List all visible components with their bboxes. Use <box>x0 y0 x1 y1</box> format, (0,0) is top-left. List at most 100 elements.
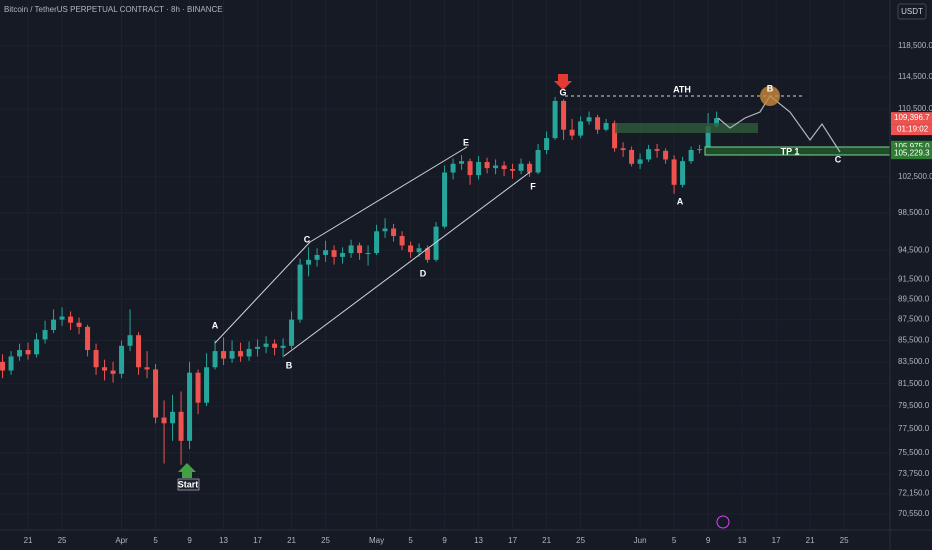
y-tick-label: 83,500.0 <box>898 357 930 366</box>
symbol-title: Bitcoin / TetherUS PERPETUAL CONTRACT · … <box>4 5 223 14</box>
candle-body <box>280 345 286 348</box>
candle-body <box>663 150 669 160</box>
candle-body <box>620 148 626 150</box>
candle-body <box>493 165 499 169</box>
candle-body <box>306 259 312 265</box>
y-tick-label: 81,500.0 <box>898 379 930 388</box>
x-tick-label: 17 <box>772 536 781 545</box>
y-tick-label: 73,750.0 <box>898 469 930 478</box>
x-tick-label: 5 <box>672 536 677 545</box>
candle-body <box>680 161 686 185</box>
annotation: Start <box>178 479 199 489</box>
candle-body <box>187 372 193 441</box>
arrow-down <box>554 74 572 90</box>
event-icon <box>716 515 730 529</box>
candle-body <box>374 231 380 254</box>
candle-body <box>569 129 575 136</box>
annotation: TP 1 <box>781 146 800 156</box>
x-tick-label: 17 <box>253 536 262 545</box>
candle-body <box>714 118 720 127</box>
x-tick-label: 13 <box>219 536 228 545</box>
candle-body <box>153 369 159 418</box>
candle-body <box>433 226 439 260</box>
candle-body <box>272 343 278 348</box>
candle-body <box>255 346 261 349</box>
x-tick-label: 25 <box>840 536 849 545</box>
candle-body <box>348 245 354 254</box>
x-tick-label: 9 <box>442 536 447 545</box>
price-tag-label: 109,396.7 <box>894 113 930 122</box>
y-tick-label: 118,500.0 <box>898 41 932 50</box>
candle-body <box>17 350 23 357</box>
candle-body <box>323 250 329 255</box>
candle-body <box>416 248 422 253</box>
candle-body <box>399 235 405 246</box>
candle-body <box>331 250 337 257</box>
annotation: B <box>286 360 293 370</box>
countdown-box <box>891 124 932 136</box>
candle-body <box>263 343 269 347</box>
candle-body <box>178 411 184 441</box>
candle-body <box>637 159 643 164</box>
y-tick-label: 91,500.0 <box>898 274 930 283</box>
y-tick-label: 85,500.0 <box>898 336 930 345</box>
candle-body <box>527 163 533 173</box>
candle-body <box>654 149 660 151</box>
price-tag-label: 105,229.3 <box>894 148 930 157</box>
candle-body <box>229 351 235 359</box>
currency-label[interactable]: USDT <box>901 7 923 16</box>
candle-body <box>484 162 490 169</box>
x-tick-label: 5 <box>408 536 413 545</box>
zone-box <box>615 123 758 133</box>
candle-body <box>629 149 635 164</box>
annotation: G <box>559 87 566 97</box>
candle-body <box>688 149 694 162</box>
price-tag <box>891 112 932 125</box>
y-tick-label: 94,500.0 <box>898 245 930 254</box>
candle-body <box>59 316 65 320</box>
currency-button[interactable] <box>897 3 927 20</box>
candle-body <box>127 335 133 346</box>
candle-body <box>561 100 567 130</box>
x-tick-label: 25 <box>58 536 67 545</box>
price-tag <box>891 147 932 160</box>
candle-body <box>612 123 618 149</box>
candle-body <box>314 254 320 260</box>
y-tick-label: 70,550.0 <box>898 509 930 518</box>
candle-body <box>119 345 125 374</box>
candle-body <box>68 316 74 323</box>
price-tag-label: 105,975.0 <box>894 142 930 151</box>
candle-body <box>238 351 244 357</box>
candle-body <box>42 329 48 340</box>
candle-body <box>221 351 227 359</box>
candle-body <box>671 159 677 185</box>
candle-body <box>51 319 57 330</box>
candle-body <box>144 367 150 370</box>
candle-body <box>501 165 507 169</box>
x-tick-label: 21 <box>287 536 296 545</box>
candle-body <box>76 322 82 327</box>
wedge-line <box>283 171 531 357</box>
candle-body <box>467 161 473 176</box>
countdown: 01:19:02 <box>897 125 929 134</box>
annotation: B <box>767 83 774 93</box>
y-tick-label: 102,500.0 <box>898 172 932 181</box>
candle-body <box>578 121 584 136</box>
candle-body <box>408 245 414 253</box>
x-tick-label: 5 <box>153 536 158 545</box>
candle-body <box>357 245 363 254</box>
x-tick-label: Apr <box>115 536 128 545</box>
candle-body <box>102 367 108 371</box>
candle-body <box>110 370 116 374</box>
start-box <box>177 478 200 491</box>
annotation: C <box>304 234 311 244</box>
candle-body <box>603 123 609 130</box>
candle-body <box>535 149 541 173</box>
wedge-line <box>214 241 311 344</box>
candle-body <box>212 351 218 368</box>
candle-body <box>595 117 601 130</box>
x-tick-label: 9 <box>187 536 192 545</box>
y-tick-label: 72,150.0 <box>898 489 930 498</box>
candle-body <box>246 348 252 357</box>
y-tick-label: 77,500.0 <box>898 424 930 433</box>
